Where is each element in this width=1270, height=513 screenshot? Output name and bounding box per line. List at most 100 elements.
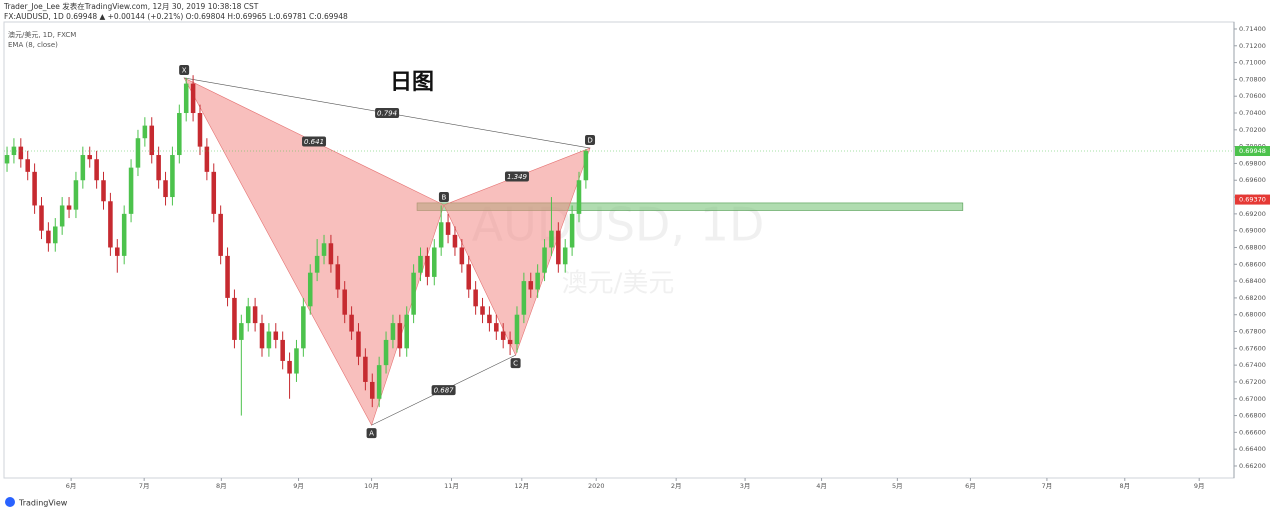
candle-body <box>101 180 106 202</box>
candle-body <box>108 201 113 248</box>
ratio-box <box>431 385 456 396</box>
candle-body <box>404 314 409 349</box>
candle-body <box>494 323 499 332</box>
candle-body <box>52 226 58 244</box>
candle-body <box>425 255 430 277</box>
x-tick-label: 6月 <box>66 482 77 490</box>
candle-body <box>218 213 223 256</box>
y-tick-label: 0.71000 <box>1239 59 1266 67</box>
candle-body <box>549 230 554 248</box>
candle-body <box>473 289 478 307</box>
point-label: D <box>587 137 592 145</box>
candle-body <box>411 272 416 315</box>
ema-price-label: 0.69370 <box>1239 196 1266 204</box>
y-tick-label: 0.66800 <box>1239 412 1266 420</box>
candle-body <box>59 205 65 227</box>
candle-body <box>445 222 451 235</box>
watermark-sub: 澳元/美元 <box>562 269 675 299</box>
candle-body <box>128 167 134 214</box>
candle-body <box>197 113 203 147</box>
candle-body <box>294 348 299 374</box>
x-tick-label: 8月 <box>216 482 227 490</box>
candle-body <box>397 323 403 349</box>
y-tick-label: 0.67400 <box>1239 361 1266 369</box>
chart-title: 日图 <box>390 70 434 95</box>
x-tick-label: 8月 <box>1119 482 1130 490</box>
ema-price-tag <box>1235 194 1270 205</box>
point-label: C <box>513 360 518 368</box>
candle-body <box>342 289 347 315</box>
indicator-legend: EMA (8, close) <box>8 41 58 49</box>
header-quote: FX:AUDUSD, 1D 0.69948 ▲ +0.00144 (+0.21%… <box>4 12 348 21</box>
candle-body <box>500 331 506 340</box>
candle-body <box>356 331 361 357</box>
candle-body <box>156 155 161 181</box>
x-tick-label: 10月 <box>364 482 379 490</box>
candle-body <box>252 306 258 324</box>
point-label: A <box>369 430 374 438</box>
candle-body <box>452 234 458 248</box>
point-box <box>510 358 521 369</box>
candle-body <box>163 180 168 198</box>
candle-body <box>301 306 306 349</box>
candle-body <box>121 213 127 256</box>
candle-body <box>535 272 540 290</box>
candle-body <box>383 339 389 366</box>
point-label: B <box>442 194 447 202</box>
candle-body <box>514 314 520 345</box>
candle-body <box>466 264 472 290</box>
x-tick-label: 4月 <box>816 482 827 490</box>
x-tick-label: 11月 <box>444 482 459 490</box>
last-price-label: 0.69948 <box>1239 147 1266 155</box>
candle-body <box>418 255 423 273</box>
candle-body <box>349 314 354 332</box>
candle-body <box>376 365 382 399</box>
candle-body <box>576 180 582 214</box>
candle-body <box>459 247 465 265</box>
ratio-label: 0.794 <box>377 110 397 118</box>
point-label: X <box>182 66 187 74</box>
candle-body <box>583 150 589 181</box>
candle-body <box>142 125 148 139</box>
candle-body <box>115 247 120 256</box>
y-tick-label: 0.69800 <box>1239 159 1266 167</box>
candle-body <box>94 159 99 181</box>
candle-body <box>25 159 30 172</box>
candle-body <box>225 255 230 298</box>
candle-body <box>18 146 24 160</box>
candle-body <box>87 155 92 160</box>
point-box <box>585 135 596 146</box>
y-tick-label: 0.68400 <box>1239 277 1266 285</box>
y-tick-label: 0.68600 <box>1239 260 1266 268</box>
candle-body <box>542 247 547 273</box>
candle-body <box>232 297 237 340</box>
ratio-box <box>302 136 327 147</box>
y-tick-label: 0.69200 <box>1239 210 1266 218</box>
candle-body <box>507 339 513 345</box>
candle-body <box>245 306 251 324</box>
candle-body <box>80 155 86 181</box>
y-tick-label: 0.68200 <box>1239 294 1266 302</box>
y-tick-label: 0.70800 <box>1239 75 1266 83</box>
y-tick-label: 0.71400 <box>1239 25 1266 33</box>
y-tick-label: 0.70200 <box>1239 126 1266 134</box>
candle-body <box>328 243 334 265</box>
candle-body <box>307 272 313 307</box>
ratio-label: 0.687 <box>434 387 455 395</box>
x-tick-label: 2020 <box>588 482 605 490</box>
candle-body <box>390 323 396 340</box>
symbol-legend: 澳元/美元, 1D, FXCM <box>8 30 76 39</box>
candle-body <box>170 155 175 198</box>
y-tick-label: 0.67600 <box>1239 344 1266 352</box>
y-tick-label: 0.66200 <box>1239 462 1266 470</box>
candle-body <box>480 306 485 315</box>
candle-body <box>432 247 437 277</box>
candle-body <box>39 205 44 231</box>
point-box <box>438 192 449 203</box>
y-tick-label: 0.67200 <box>1239 378 1266 386</box>
y-tick-label: 0.70400 <box>1239 109 1266 117</box>
x-tick-label: 12月 <box>514 482 529 490</box>
y-tick-label: 0.68800 <box>1239 243 1266 251</box>
candle-body <box>46 230 51 244</box>
